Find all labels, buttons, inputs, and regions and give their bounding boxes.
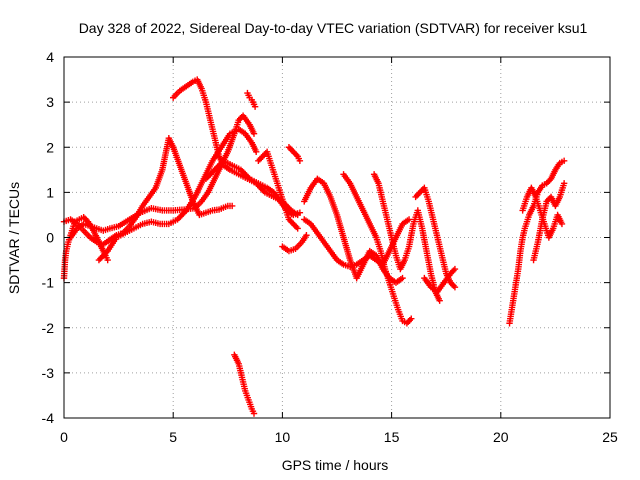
series-sat-r [506,157,568,327]
x-axis-label: GPS time / hours [282,457,389,473]
series-sat-d [95,126,260,264]
chart-title: Day 328 of 2022, Sidereal Day-to-day VTE… [79,20,588,36]
data-point-markers [279,232,310,255]
series-sat-o [370,171,443,304]
data-point-markers [255,148,301,232]
data-point-markers [530,180,568,264]
data-point-markers [340,171,415,327]
data-point-markers [421,265,459,295]
data-point-markers [285,144,304,164]
series-sat-q [421,265,459,295]
y-tick-label: -1 [42,275,55,291]
y-tick-label: -3 [42,365,55,381]
data-point-markers [231,351,258,417]
series-sat-t [530,180,568,264]
x-tick-label: 20 [493,429,509,445]
series-sat-c [67,112,258,241]
y-tick-label: 4 [46,49,54,65]
x-tick-label: 25 [602,429,618,445]
series-sat-g [231,351,258,417]
data-point-markers [95,126,260,264]
data-point-markers [244,89,259,110]
series-sat-f [244,89,259,110]
y-tick-label: 1 [46,184,54,200]
y-tick-label: 3 [46,94,54,110]
series-sat-j [285,144,304,164]
data-point-markers [370,171,443,304]
x-tick-label: 5 [169,429,177,445]
series-sat-i [255,148,301,232]
axis-tick-labels: 0 5 10 15 20 25 -4 -3 -2 -1 0 1 2 3 4 [42,49,618,445]
y-tick-label: 2 [46,139,54,155]
data-point-markers [506,157,568,327]
y-tick-label: 0 [46,230,54,246]
series-sat-k [279,232,310,255]
axis-ticks [63,56,611,419]
y-tick-label: -4 [42,410,55,426]
y-axis-label: SDTVAR / TECUs [6,182,22,294]
x-tick-label: 10 [275,429,291,445]
x-tick-label: 0 [60,429,68,445]
x-tick-label: 15 [384,429,400,445]
y-tick-label: -2 [42,320,55,336]
series-sat-n [340,171,415,327]
data-point-markers [67,112,258,241]
